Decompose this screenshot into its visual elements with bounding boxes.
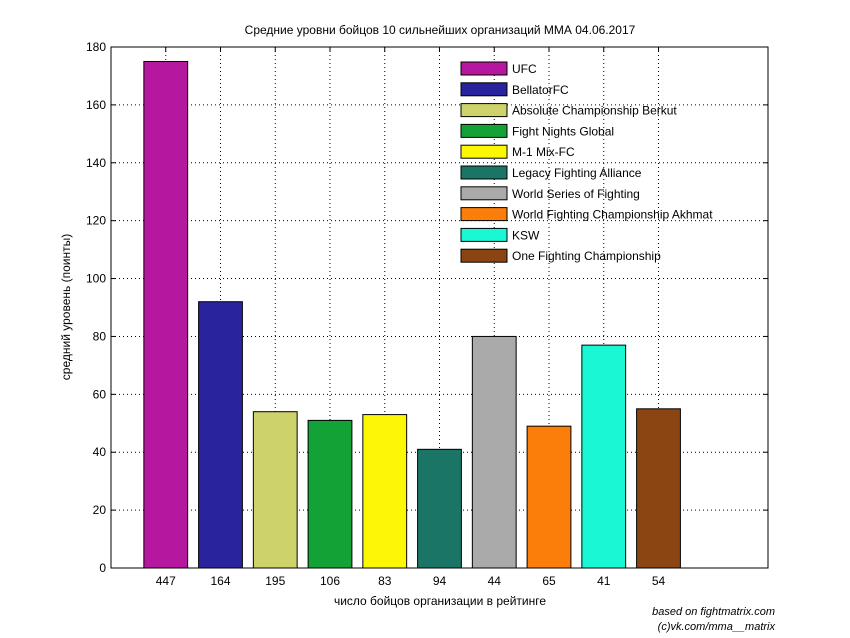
legend-label: World Fighting Championship Akhmat [512,208,713,222]
legend-label: BellatorFC [512,83,569,97]
legend-label: Fight Nights Global [512,124,614,138]
legend-swatch [460,103,508,118]
x-tick-label: 54 [652,574,666,588]
legend-swatch [460,61,508,76]
legend-label: Absolute Championship Berkut [512,104,677,118]
legend-label: UFC [512,62,537,76]
y-tick-label: 20 [93,503,107,517]
y-tick-label: 120 [86,214,106,228]
x-tick-label: 44 [488,574,502,588]
bar [417,448,462,569]
x-tick-label: 41 [597,574,611,588]
bar [526,425,572,569]
plot-frame [110,46,769,569]
x-tick-label: 65 [542,574,556,588]
x-tick-label: 106 [320,574,340,588]
y-tick-label: 140 [86,156,106,170]
y-tick-label: 80 [93,329,107,343]
legend-swatch [460,227,508,242]
x-tick-label: 83 [378,574,392,588]
bar [581,344,627,569]
legend-swatch [460,248,508,263]
bar [143,60,189,569]
x-tick-label: 164 [210,574,230,588]
credit-source: based on fightmatrix.com [652,606,775,618]
x-axis-label: число бойцов организации в рейтинге [334,594,546,608]
legend-swatch [460,165,508,180]
y-tick-label: 180 [86,40,106,54]
legend-swatch [460,82,508,97]
bar [252,411,298,569]
x-tick-label: 447 [156,574,176,588]
bar [471,335,517,569]
y-tick-label: 0 [99,561,106,575]
y-axis-label: средний уровень (поинты) [59,234,73,380]
y-tick-label: 160 [86,98,106,112]
bar [636,408,681,569]
bar [198,301,243,569]
legend: UFC BellatorFC Absolute Championship Berku… [460,61,713,263]
y-tick-label: 40 [93,445,107,459]
plot-area: 0 20 40 60 80 100 120 140 160 180 447 164 195 106 83 94… [86,40,769,588]
legend-label: M-1 Mix-FC [512,145,575,159]
legend-swatch [460,144,508,159]
x-tick-label: 94 [433,574,447,588]
bar [307,419,353,569]
y-tick-label: 100 [86,272,106,286]
legend-label: World Series of Fighting [512,187,640,201]
legend-swatch [460,123,508,138]
chart-title: Средние уровни бойцов 10 сильнейших орга… [245,23,636,37]
legend-label: Legacy Fighting Alliance [512,166,642,180]
x-tick-label: 195 [265,574,285,588]
legend-swatch [460,207,508,222]
legend-label: KSW [512,228,540,242]
credit-author: (c)vk.com/mma__matrix [657,621,775,633]
y-tick-label: 60 [93,387,107,401]
legend-swatch [460,186,508,201]
legend-label: One Fighting Championship [512,249,661,263]
bar [362,414,408,569]
